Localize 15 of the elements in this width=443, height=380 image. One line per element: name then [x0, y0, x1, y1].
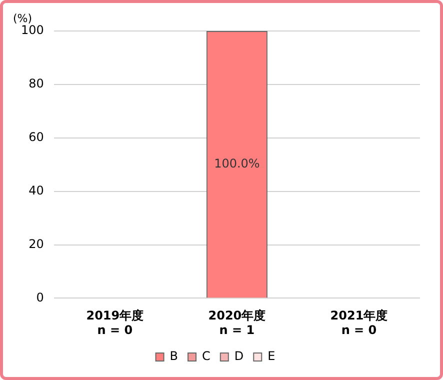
- y-tick-label: 80: [28, 76, 44, 91]
- x-tick-label: 2020年度 n = 1: [208, 308, 266, 337]
- y-tick-label: 40: [28, 183, 44, 198]
- y-axis-title: (%): [13, 12, 32, 25]
- legend-label: B: [170, 349, 178, 364]
- y-tick-label: 60: [28, 130, 44, 144]
- legend-label: C: [202, 349, 210, 364]
- data-label: 100.0%: [214, 156, 260, 170]
- y-tick-label: 20: [28, 236, 44, 251]
- legend-label: D: [234, 349, 244, 364]
- y-tick-label: 100: [21, 23, 44, 38]
- x-tick-label: 2019年度 n = 0: [86, 308, 144, 337]
- y-tick-label: 0: [36, 290, 44, 304]
- legend-label: E: [268, 349, 276, 364]
- x-tick-label: 2021年度 n = 0: [330, 308, 388, 337]
